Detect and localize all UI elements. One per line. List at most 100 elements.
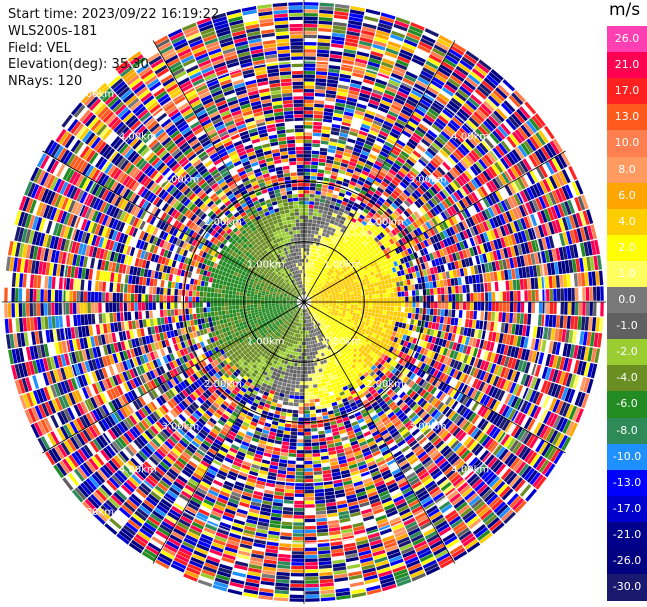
velocity-gate [402, 334, 407, 341]
velocity-gate [315, 323, 319, 328]
velocity-gate [478, 142, 489, 154]
velocity-gate [315, 85, 326, 90]
velocity-gate [304, 5, 319, 10]
velocity-gate [441, 200, 449, 209]
velocity-gate [396, 286, 401, 292]
velocity-gate [314, 350, 318, 355]
velocity-gate [325, 257, 329, 262]
velocity-gate [379, 493, 391, 501]
velocity-gate [486, 493, 499, 506]
velocity-gate [314, 489, 324, 494]
velocity-gate [373, 282, 378, 287]
velocity-gate [435, 117, 447, 128]
velocity-gate [350, 440, 359, 446]
velocity-gate [429, 511, 442, 521]
velocity-gate [473, 202, 481, 213]
velocity-gate [309, 290, 313, 294]
velocity-gate [308, 212, 314, 216]
velocity-gate [314, 339, 318, 344]
velocity-gate [440, 264, 446, 273]
velocity-gate [403, 38, 418, 48]
velocity-gate [544, 463, 556, 478]
velocity-gate [304, 493, 315, 497]
velocity-gate [351, 217, 357, 223]
velocity-gate [382, 368, 389, 375]
velocity-gate [513, 89, 526, 103]
velocity-gate [355, 399, 362, 405]
velocity-gate [385, 506, 397, 515]
velocity-gate [293, 518, 304, 523]
velocity-gate [387, 110, 399, 118]
velocity-gate [465, 284, 470, 293]
velocity-gate [305, 266, 308, 270]
velocity-gate [367, 395, 374, 402]
velocity-gate [314, 92, 326, 97]
velocity-gate [338, 268, 343, 273]
velocity-gate [371, 332, 377, 338]
velocity-gate [368, 253, 374, 259]
velocity-gate [538, 459, 550, 473]
velocity-gate [366, 383, 373, 390]
velocity-gate [409, 390, 417, 399]
velocity-gate [347, 23, 362, 30]
velocity-gate [487, 456, 498, 468]
velocity-gate [418, 283, 423, 290]
velocity-gate [469, 71, 483, 83]
velocity-gate [275, 579, 290, 584]
velocity-gate [261, 573, 276, 579]
velocity-gate [477, 405, 486, 416]
velocity-gate [327, 447, 336, 452]
velocity-gate [333, 315, 337, 319]
velocity-gate [376, 321, 381, 327]
velocity-gate [337, 403, 345, 409]
velocity-gate [320, 191, 327, 196]
velocity-gate [476, 234, 483, 245]
velocity-gate [417, 76, 430, 86]
velocity-gate [416, 408, 425, 417]
velocity-gate [543, 263, 549, 276]
velocity-gate [515, 384, 524, 397]
velocity-gate [376, 29, 390, 37]
velocity-gate [590, 347, 597, 363]
velocity-gate [326, 403, 332, 408]
velocity-gate [316, 376, 321, 381]
velocity-gate [268, 468, 278, 474]
velocity-gate [324, 487, 334, 493]
velocity-gate [503, 198, 512, 210]
velocity-gate [326, 192, 333, 198]
velocity-gate [353, 366, 359, 372]
velocity-gate [367, 211, 374, 218]
velocity-gate [459, 394, 467, 404]
velocity-gate [353, 170, 361, 177]
velocity-gate [487, 262, 493, 272]
velocity-gate [455, 293, 460, 302]
velocity-gate [465, 218, 472, 228]
velocity-gate [434, 169, 443, 179]
velocity-gate [437, 115, 449, 125]
velocity-gate [555, 219, 562, 233]
velocity-gate [574, 391, 583, 406]
velocity-gate [317, 257, 321, 262]
velocity-gate [534, 150, 545, 164]
velocity-gate [407, 233, 414, 241]
velocity-gate [510, 358, 517, 370]
velocity-gate [454, 148, 465, 159]
velocity-gate [385, 328, 390, 334]
velocity-gate [401, 274, 407, 281]
velocity-gate [316, 318, 320, 323]
velocity-gate [430, 489, 442, 499]
velocity-gate [321, 459, 330, 464]
velocity-gate [342, 365, 348, 371]
velocity-gate [403, 517, 416, 526]
velocity-gate [293, 507, 304, 512]
velocity-gate [333, 258, 338, 263]
velocity-gate [304, 255, 307, 259]
velocity-gate [314, 297, 318, 300]
velocity-gate [317, 313, 321, 317]
velocity-gate [384, 117, 396, 125]
velocity-gate [431, 377, 439, 386]
velocity-gate [317, 249, 321, 254]
velocity-gate [419, 553, 434, 563]
velocity-gate [390, 222, 397, 229]
velocity-gate [505, 153, 516, 166]
